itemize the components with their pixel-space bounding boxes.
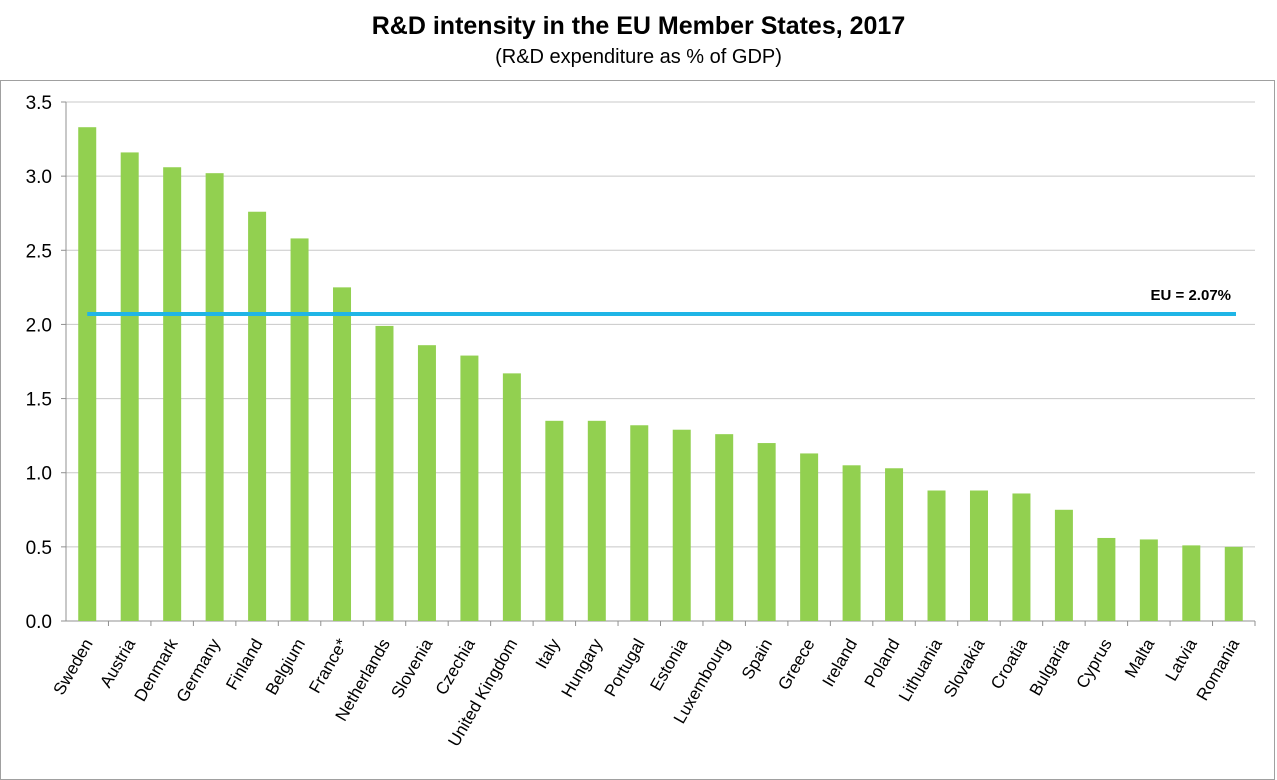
x-tick-label: Austria bbox=[96, 635, 139, 691]
x-tick-label: Slovakia bbox=[940, 635, 989, 701]
bar-germany bbox=[205, 173, 224, 622]
x-tick-label: Ireland bbox=[819, 636, 861, 691]
x-tick-label: Hungary bbox=[558, 635, 607, 701]
x-tick-label: Malta bbox=[1121, 635, 1159, 681]
bar-austria bbox=[120, 152, 139, 621]
bar-sweden bbox=[78, 127, 97, 622]
x-tick-label: Poland bbox=[861, 636, 904, 691]
x-tick-label: Greece bbox=[774, 636, 818, 694]
bar-france bbox=[333, 287, 352, 621]
x-tick-label: Portugal bbox=[601, 636, 649, 700]
x-tick-label: Finland bbox=[222, 636, 266, 694]
bar-italy bbox=[545, 420, 564, 621]
y-axis-tick-labels: 0.0 0.5 1.0 1.5 2.0 2.5 3.0 3.5 bbox=[26, 93, 52, 633]
y-tick-label: 1.5 bbox=[26, 390, 52, 411]
x-tick-label: Belgium bbox=[262, 636, 309, 699]
bar-luxembourg bbox=[715, 434, 734, 621]
x-tick-label: Croatia bbox=[987, 635, 1031, 692]
bar-czechia bbox=[460, 355, 479, 621]
bar-portugal bbox=[630, 425, 649, 621]
x-axis-tick-labels: Sweden AustriaDenmarkGermanyFinlandBelgiu… bbox=[50, 635, 1244, 750]
bar-croatia bbox=[1012, 493, 1031, 621]
y-tick-label: 3.0 bbox=[26, 167, 52, 188]
x-tick-label: Latvia bbox=[1162, 635, 1201, 684]
x-tick-label: Cyprus bbox=[1072, 636, 1115, 692]
bar-slovenia bbox=[417, 345, 436, 621]
x-tick-label: Sweden bbox=[50, 636, 97, 699]
bar-estonia bbox=[672, 429, 691, 621]
bar-bulgaria bbox=[1054, 509, 1073, 621]
bars bbox=[78, 127, 1256, 626]
y-tick-label: 0.5 bbox=[26, 538, 52, 559]
bar-finland bbox=[248, 211, 267, 621]
bar-slovakia bbox=[969, 490, 988, 621]
bar-cyprus bbox=[1097, 537, 1116, 621]
chart-subtitle: (R&D expenditure as % of GDP) bbox=[495, 46, 782, 68]
bar-belgium bbox=[290, 238, 309, 621]
y-tick-label: 2.0 bbox=[26, 315, 52, 336]
x-tick-label: France* bbox=[305, 635, 351, 696]
bar-spain bbox=[757, 443, 776, 621]
bar-united-kingdom bbox=[502, 373, 521, 621]
bar-greece bbox=[800, 453, 819, 621]
bar-romania bbox=[1224, 546, 1243, 621]
x-tick-label: Italy bbox=[532, 635, 564, 672]
gridlines bbox=[61, 101, 1255, 622]
x-tick-label: Estonia bbox=[646, 635, 691, 694]
eu-average-label: EU = 2.07% bbox=[1151, 287, 1231, 304]
bar-netherlands bbox=[375, 325, 394, 621]
y-tick-label: 0.0 bbox=[26, 612, 52, 633]
bar-hungary bbox=[587, 420, 606, 621]
x-tick-label: Bulgaria bbox=[1026, 635, 1074, 699]
x-tick-label: Spain bbox=[738, 636, 776, 683]
bar-poland bbox=[885, 468, 904, 621]
x-tick-label: Czechia bbox=[432, 635, 479, 698]
bar-ireland bbox=[842, 465, 861, 621]
bar-denmark bbox=[163, 167, 182, 621]
eu-average-reference: EU = 2.07% bbox=[87, 287, 1236, 317]
y-tick-label: 2.5 bbox=[26, 241, 52, 262]
bar-malta bbox=[1139, 539, 1158, 621]
bar-latvia bbox=[1182, 545, 1201, 621]
bar-lithuania bbox=[927, 490, 946, 621]
x-tick-label: Slovenia bbox=[387, 635, 436, 701]
chart-title: R&D intensity in the EU Member States, 2… bbox=[371, 12, 906, 40]
y-tick-label: 3.5 bbox=[26, 93, 52, 114]
y-tick-label: 1.0 bbox=[26, 464, 52, 485]
